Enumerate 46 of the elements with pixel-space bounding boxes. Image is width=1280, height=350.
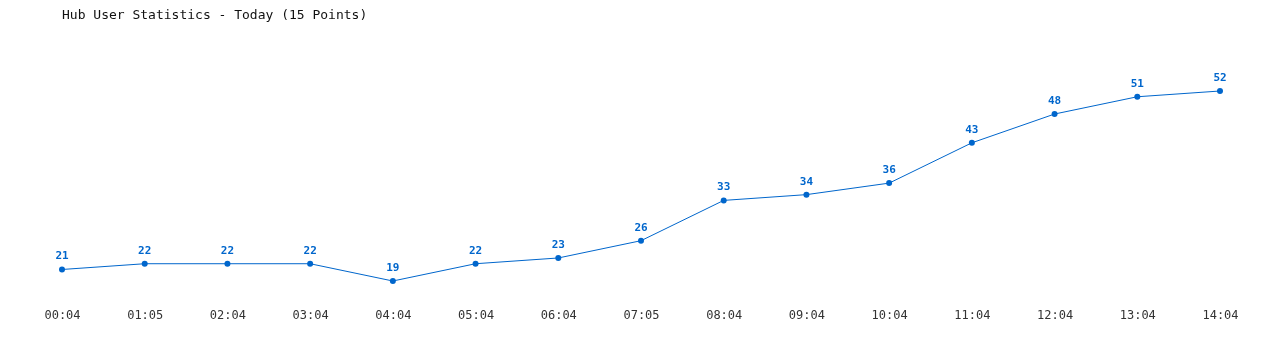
chart-title: Hub User Statistics - Today (15 Points): [62, 7, 368, 22]
point: [886, 180, 893, 187]
point: [803, 191, 810, 198]
x-tick-label: 14:04: [1202, 307, 1239, 322]
x-tick-label: 12:04: [1037, 307, 1074, 322]
data-label: 21: [55, 249, 69, 263]
x-tick-label: 13:04: [1119, 307, 1156, 322]
x-tick-label: 03:04: [292, 307, 329, 322]
x-tick-label: 01:05: [127, 307, 164, 322]
point: [389, 278, 396, 284]
data-label: 22: [468, 243, 483, 257]
data-label: 23: [551, 237, 565, 251]
x-tick-label: 08:04: [706, 307, 743, 322]
point: [1217, 88, 1223, 94]
point: [720, 197, 727, 204]
point: [555, 254, 562, 261]
x-tick-label: 04:04: [375, 307, 412, 322]
data-label: 48: [1047, 94, 1062, 108]
data-label: 22: [138, 243, 152, 257]
data-label: 33: [717, 180, 731, 194]
data-label: 43: [965, 122, 979, 136]
point: [968, 139, 975, 146]
data-label: 22: [220, 243, 235, 257]
data-label: 19: [386, 261, 400, 274]
point: [224, 260, 231, 267]
data-label: 34: [799, 174, 814, 188]
point: [141, 260, 148, 267]
point: [1051, 111, 1058, 118]
x-tick-label: 10:04: [871, 307, 908, 322]
point: [59, 266, 65, 273]
point: [307, 260, 314, 267]
data-label: 52: [1213, 71, 1227, 84]
x-tick-label: 05:04: [458, 307, 495, 322]
data-label: 22: [303, 243, 317, 257]
x-tick-label: 11:04: [954, 307, 991, 322]
point: [638, 237, 644, 244]
x-tick-label: 06:04: [540, 307, 577, 322]
point: [1134, 93, 1141, 100]
x-tick-label: 09:04: [788, 307, 825, 322]
data-label: 36: [882, 163, 897, 177]
x-tick-label: 02:04: [209, 307, 246, 322]
data-label: 51: [1130, 76, 1145, 90]
point: [472, 260, 479, 267]
x-tick-label: 00:04: [44, 307, 81, 322]
x-tick-label: 07:05: [623, 307, 660, 322]
data-label: 26: [634, 220, 648, 234]
